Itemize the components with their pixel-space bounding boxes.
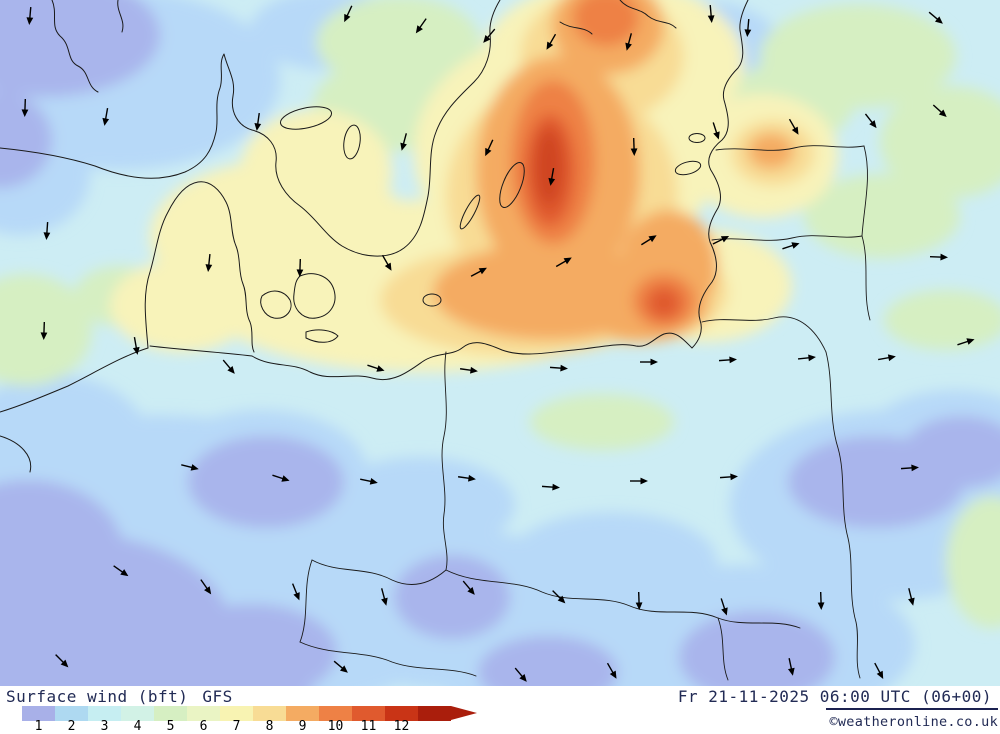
legend-tick-label: 9 [286,719,319,734]
legend-tick-label: 2 [55,719,88,734]
legend-tick-label: 1 [22,719,55,734]
legend-tick-label: 12 [385,719,418,734]
legend-bar: Surface wind (bft) GFS Fr 21-11-2025 06:0… [0,686,1000,733]
copyright-link[interactable]: ©weatheronline.co.uk [829,714,998,730]
legend-color-segment [418,706,451,721]
wind-map [0,0,1000,686]
legend-tick-label: 6 [187,719,220,734]
legend-tick-label: 8 [253,719,286,734]
map-title: Surface wind (bft) GFS [6,687,233,706]
legend-tick-label: 10 [319,719,352,734]
model-label: GFS [202,687,232,706]
legend-tick-label: 11 [352,719,385,734]
legend-title: Surface wind (bft) [6,687,188,706]
region-red [535,129,563,205]
timestamp: Fr 21-11-2025 06:00 UTC (06+00) [678,687,992,706]
legend-tick-label: 7 [220,719,253,734]
wind-map-svg [0,0,1000,686]
legend-scale-arrow-icon [451,706,477,720]
legend-tick-label: 5 [154,719,187,734]
legend-tick-label: 4 [121,719,154,734]
copyright-box: ©weatheronline.co.uk [826,708,998,730]
legend-tick-label: 3 [88,719,121,734]
